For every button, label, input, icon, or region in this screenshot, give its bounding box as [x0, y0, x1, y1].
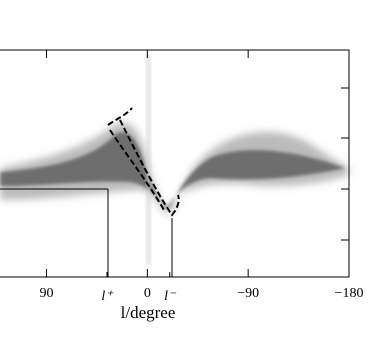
density-map [0, 55, 349, 265]
x-axis-label: l/degree [121, 303, 176, 322]
x-tick-label: −180 [335, 286, 364, 301]
x-tick-label: −90 [237, 286, 259, 301]
annotation-label: l⁻ [164, 289, 177, 304]
density-cloud [0, 122, 349, 215]
dashed-curve [107, 107, 133, 126]
dashed-curve [119, 119, 180, 217]
density-column [146, 55, 151, 265]
annotation-label: l⁺ [101, 289, 114, 304]
x-tick-label: 0 [144, 286, 151, 301]
plot-frame [0, 49, 350, 278]
x-tick-label: 90 [39, 286, 53, 301]
density-core [0, 132, 345, 210]
dashed-curve [109, 129, 166, 213]
